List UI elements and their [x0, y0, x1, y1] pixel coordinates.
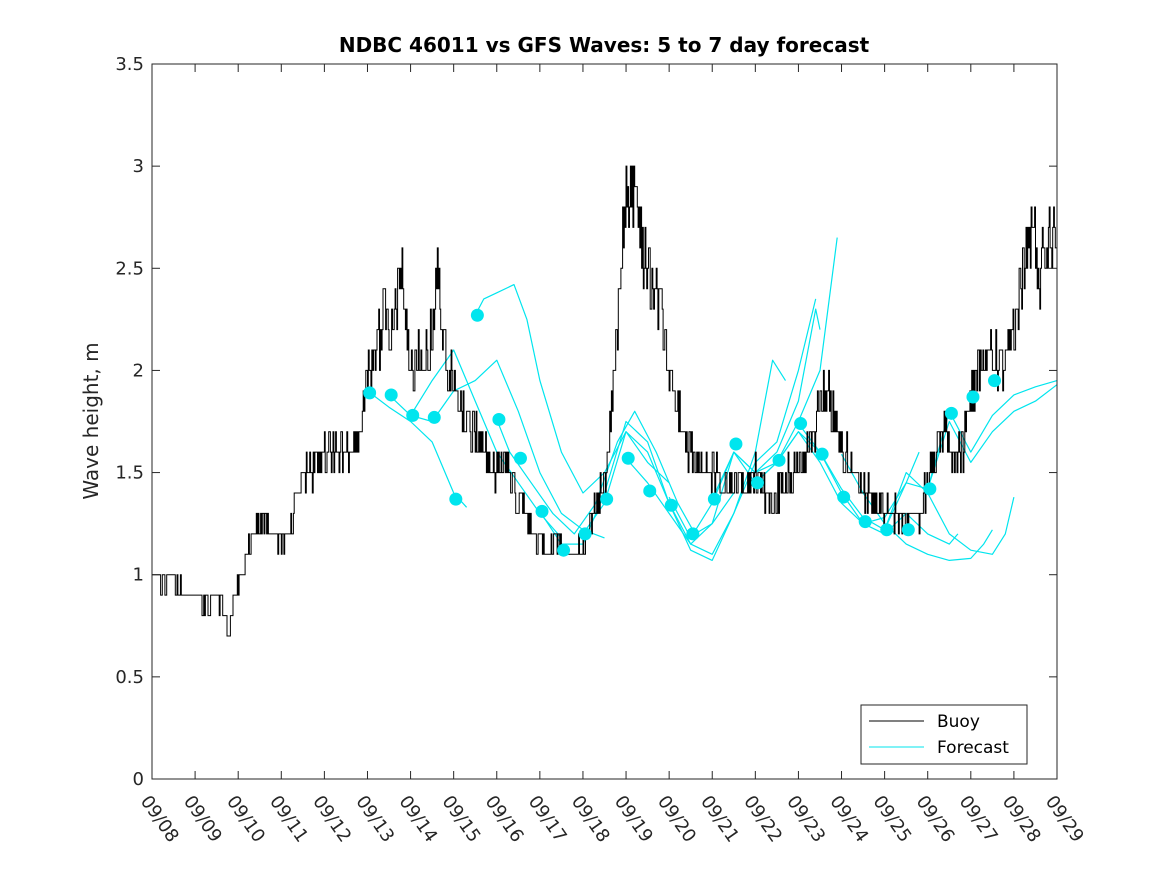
forecast-point	[557, 543, 571, 557]
y-tick-label: 3	[133, 156, 144, 177]
forecast-point	[427, 410, 441, 424]
forecast-point	[513, 451, 527, 465]
forecast-point	[794, 417, 808, 431]
forecast-point	[858, 515, 872, 529]
forecast-point	[492, 412, 506, 426]
y-axis-label: Wave height, m	[79, 342, 103, 499]
legend: Buoy Forecast	[860, 704, 1028, 765]
forecast-point	[643, 484, 657, 498]
forecast-trace	[582, 298, 817, 562]
forecast-trace	[474, 284, 670, 494]
plot-frame	[151, 63, 1058, 780]
forecast-point	[772, 453, 786, 467]
forecast-point	[384, 388, 398, 402]
forecast-point	[815, 447, 829, 461]
y-tick-label: 3.5	[115, 54, 144, 75]
y-tick-label: 2	[133, 360, 144, 381]
buoy-line	[152, 165, 1058, 637]
forecast-point	[363, 386, 377, 400]
forecast-point	[750, 476, 764, 490]
forecast-point	[686, 527, 700, 541]
y-tick-label: 1	[133, 565, 144, 586]
forecast-point	[944, 406, 958, 420]
y-tick-label: 0.5	[115, 667, 144, 688]
forecast-point	[966, 390, 980, 404]
forecast-point	[880, 523, 894, 537]
y-tick-label: 1.5	[115, 463, 144, 484]
forecast-point	[707, 492, 721, 506]
forecast-trace	[410, 359, 605, 539]
forecast-point	[535, 504, 549, 518]
forecast-points	[363, 308, 1002, 557]
forecast-point	[406, 408, 420, 422]
forecast-point	[988, 374, 1002, 388]
forecast-trace	[797, 423, 1015, 555]
forecast-point	[578, 527, 592, 541]
forecast-point	[664, 498, 678, 512]
forecast-point	[600, 492, 614, 506]
legend-box	[860, 704, 1028, 765]
forecast-point	[470, 308, 484, 322]
forecast-trace	[840, 453, 993, 562]
legend-buoy-label: Buoy	[937, 712, 980, 732]
forecast-point	[621, 451, 635, 465]
legend-forecast-label: Forecast	[937, 738, 1009, 758]
forecast-trace	[884, 380, 1058, 531]
forecast-trace	[927, 384, 1058, 490]
forecast-point	[923, 482, 937, 496]
forecast-point	[901, 523, 915, 537]
plot-area	[152, 64, 1057, 779]
chart-title: NDBC 46011 vs GFS Waves: 5 to 7 day fore…	[339, 33, 870, 57]
y-tick-label: 2.5	[115, 258, 144, 279]
forecast-trace	[388, 349, 562, 539]
buoy-series	[152, 165, 1058, 637]
y-axis: 0 0.5 1 1.5 2 2.5 3 3.5	[115, 54, 1057, 790]
forecast-point	[837, 490, 851, 504]
forecast-point	[729, 437, 743, 451]
forecast-point	[449, 492, 463, 506]
y-tick-label: 0	[133, 769, 144, 790]
